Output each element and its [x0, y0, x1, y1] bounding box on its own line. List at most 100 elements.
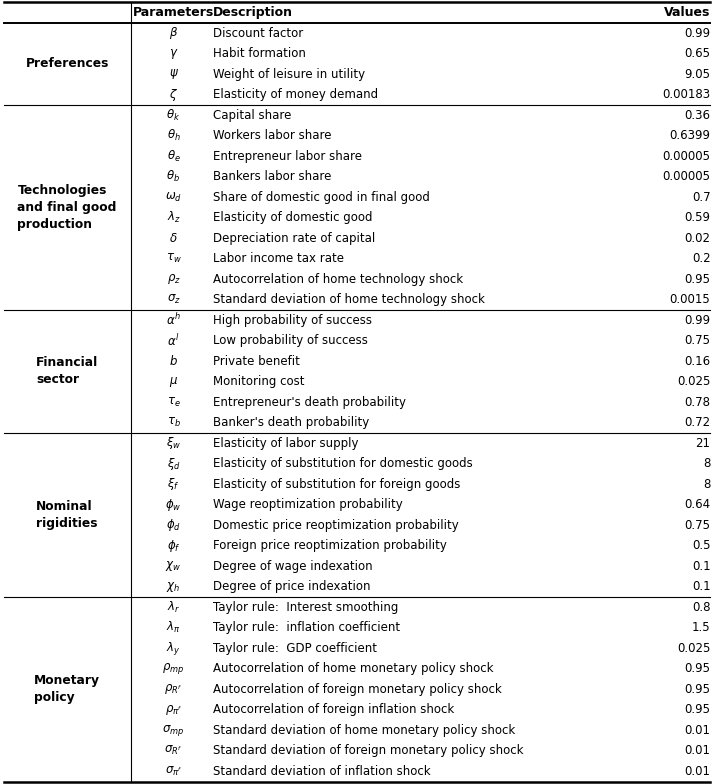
- Text: $\theta_k$: $\theta_k$: [166, 107, 181, 122]
- Text: Standard deviation of home monetary policy shock: Standard deviation of home monetary poli…: [213, 724, 515, 737]
- Text: Elasticity of labor supply: Elasticity of labor supply: [213, 437, 358, 450]
- Text: 0.64: 0.64: [684, 499, 710, 511]
- Text: $\phi_f$: $\phi_f$: [166, 538, 181, 554]
- Text: Discount factor: Discount factor: [213, 27, 303, 40]
- Text: 0.16: 0.16: [684, 354, 710, 368]
- Text: $\tau_e$: $\tau_e$: [166, 396, 181, 408]
- Text: Banker's death probability: Banker's death probability: [213, 416, 369, 430]
- Text: Degree of wage indexation: Degree of wage indexation: [213, 560, 373, 573]
- Text: $\rho_{\pi^f}$: $\rho_{\pi^f}$: [165, 703, 182, 717]
- Text: 0.2: 0.2: [692, 252, 710, 265]
- Text: $\alpha^h$: $\alpha^h$: [166, 312, 181, 328]
- Text: $\rho_{mp}$: $\rho_{mp}$: [162, 662, 185, 677]
- Text: Habit formation: Habit formation: [213, 47, 306, 60]
- Text: 0.00005: 0.00005: [663, 150, 710, 162]
- Text: 0.65: 0.65: [685, 47, 710, 60]
- Text: Domestic price reoptimization probability: Domestic price reoptimization probabilit…: [213, 519, 458, 532]
- Text: $\gamma$: $\gamma$: [169, 46, 178, 60]
- Text: 21: 21: [695, 437, 710, 450]
- Text: Monetary
policy: Monetary policy: [34, 674, 100, 704]
- Text: Autocorrelation of foreign monetary policy shock: Autocorrelation of foreign monetary poli…: [213, 683, 501, 696]
- Text: Bankers labor share: Bankers labor share: [213, 170, 331, 183]
- Text: $\lambda_y$: $\lambda_y$: [166, 640, 181, 657]
- Text: Entrepreneur labor share: Entrepreneur labor share: [213, 150, 362, 162]
- Text: $\chi_h$: $\chi_h$: [166, 580, 181, 593]
- Text: 0.1: 0.1: [692, 580, 710, 593]
- Text: Standard deviation of home technology shock: Standard deviation of home technology sh…: [213, 293, 485, 307]
- Text: 0.01: 0.01: [685, 724, 710, 737]
- Text: 0.01: 0.01: [685, 744, 710, 757]
- Text: $\xi_f$: $\xi_f$: [167, 477, 180, 492]
- Text: 0.00183: 0.00183: [663, 88, 710, 101]
- Text: 0.95: 0.95: [685, 273, 710, 285]
- Text: $\phi_d$: $\phi_d$: [166, 517, 181, 533]
- Text: 0.0015: 0.0015: [670, 293, 710, 307]
- Text: 0.8: 0.8: [692, 601, 710, 614]
- Text: Low probability of success: Low probability of success: [213, 334, 368, 347]
- Text: Degree of price indexation: Degree of price indexation: [213, 580, 371, 593]
- Text: Standard deviation of foreign monetary policy shock: Standard deviation of foreign monetary p…: [213, 744, 523, 757]
- Text: $\theta_h$: $\theta_h$: [166, 128, 181, 143]
- Text: 0.78: 0.78: [685, 396, 710, 408]
- Text: $\sigma_{R^f}$: $\sigma_{R^f}$: [164, 744, 183, 757]
- Text: 0.59: 0.59: [685, 211, 710, 224]
- Text: 0.02: 0.02: [685, 232, 710, 245]
- Text: Elasticity of substitution for domestic goods: Elasticity of substitution for domestic …: [213, 457, 473, 470]
- Text: Autocorrelation of foreign inflation shock: Autocorrelation of foreign inflation sho…: [213, 703, 454, 717]
- Text: $\alpha^l$: $\alpha^l$: [167, 332, 180, 349]
- Text: 9.05: 9.05: [685, 67, 710, 81]
- Text: Preferences: Preferences: [26, 57, 109, 71]
- Text: 8: 8: [703, 477, 710, 491]
- Text: $\zeta$: $\zeta$: [169, 87, 178, 103]
- Text: Capital share: Capital share: [213, 109, 291, 122]
- Text: $\rho_{R^f}$: $\rho_{R^f}$: [164, 682, 183, 696]
- Text: 0.6399: 0.6399: [670, 129, 710, 142]
- Text: Description: Description: [213, 6, 293, 19]
- Text: $\tau_w$: $\tau_w$: [166, 252, 181, 265]
- Text: Wage reoptimization probability: Wage reoptimization probability: [213, 499, 403, 511]
- Text: 0.025: 0.025: [677, 376, 710, 388]
- Text: 0.95: 0.95: [685, 683, 710, 696]
- Text: $\lambda_z$: $\lambda_z$: [166, 210, 181, 225]
- Text: 0.75: 0.75: [685, 519, 710, 532]
- Text: Autocorrelation of home technology shock: Autocorrelation of home technology shock: [213, 273, 463, 285]
- Text: $\lambda_\pi$: $\lambda_\pi$: [166, 620, 181, 635]
- Text: Taylor rule:  GDP coefficient: Taylor rule: GDP coefficient: [213, 642, 377, 655]
- Text: Workers labor share: Workers labor share: [213, 129, 331, 142]
- Text: Entrepreneur's death probability: Entrepreneur's death probability: [213, 396, 406, 408]
- Text: $b$: $b$: [169, 354, 178, 368]
- Text: $\sigma_{mp}$: $\sigma_{mp}$: [162, 723, 185, 738]
- Text: $\rho_z$: $\rho_z$: [166, 272, 181, 286]
- Text: Technologies
and final good
production: Technologies and final good production: [17, 184, 117, 231]
- Text: Monitoring cost: Monitoring cost: [213, 376, 304, 388]
- Text: $\omega_d$: $\omega_d$: [165, 191, 182, 204]
- Text: $\mu$: $\mu$: [169, 375, 178, 389]
- Text: $\sigma_{\pi^f}$: $\sigma_{\pi^f}$: [165, 765, 182, 778]
- Text: 1.5: 1.5: [692, 622, 710, 634]
- Text: Parameters: Parameters: [133, 6, 214, 19]
- Text: Elasticity of substitution for foreign goods: Elasticity of substitution for foreign g…: [213, 477, 460, 491]
- Text: Labor income tax rate: Labor income tax rate: [213, 252, 343, 265]
- Text: Values: Values: [664, 6, 710, 19]
- Text: $\sigma_z$: $\sigma_z$: [166, 293, 181, 307]
- Text: 0.01: 0.01: [685, 765, 710, 778]
- Text: 0.72: 0.72: [684, 416, 710, 430]
- Text: Share of domestic good in final good: Share of domestic good in final good: [213, 191, 430, 204]
- Text: 0.7: 0.7: [692, 191, 710, 204]
- Text: 0.025: 0.025: [677, 642, 710, 655]
- Text: 8: 8: [703, 457, 710, 470]
- Text: $\theta_e$: $\theta_e$: [166, 149, 181, 164]
- Text: 0.36: 0.36: [685, 109, 710, 122]
- Text: $\beta$: $\beta$: [169, 25, 178, 41]
- Text: Financial
sector: Financial sector: [36, 357, 99, 387]
- Text: $\xi_d$: $\xi_d$: [166, 456, 181, 472]
- Text: High probability of success: High probability of success: [213, 314, 372, 327]
- Text: Standard deviation of inflation shock: Standard deviation of inflation shock: [213, 765, 431, 778]
- Text: Depreciation rate of capital: Depreciation rate of capital: [213, 232, 375, 245]
- Text: $\lambda_r$: $\lambda_r$: [167, 600, 180, 615]
- Text: $\psi$: $\psi$: [169, 67, 178, 81]
- Text: Elasticity of money demand: Elasticity of money demand: [213, 88, 378, 101]
- Text: $\phi_w$: $\phi_w$: [165, 497, 182, 513]
- Text: $\xi_w$: $\xi_w$: [166, 435, 181, 452]
- Text: 0.95: 0.95: [685, 703, 710, 717]
